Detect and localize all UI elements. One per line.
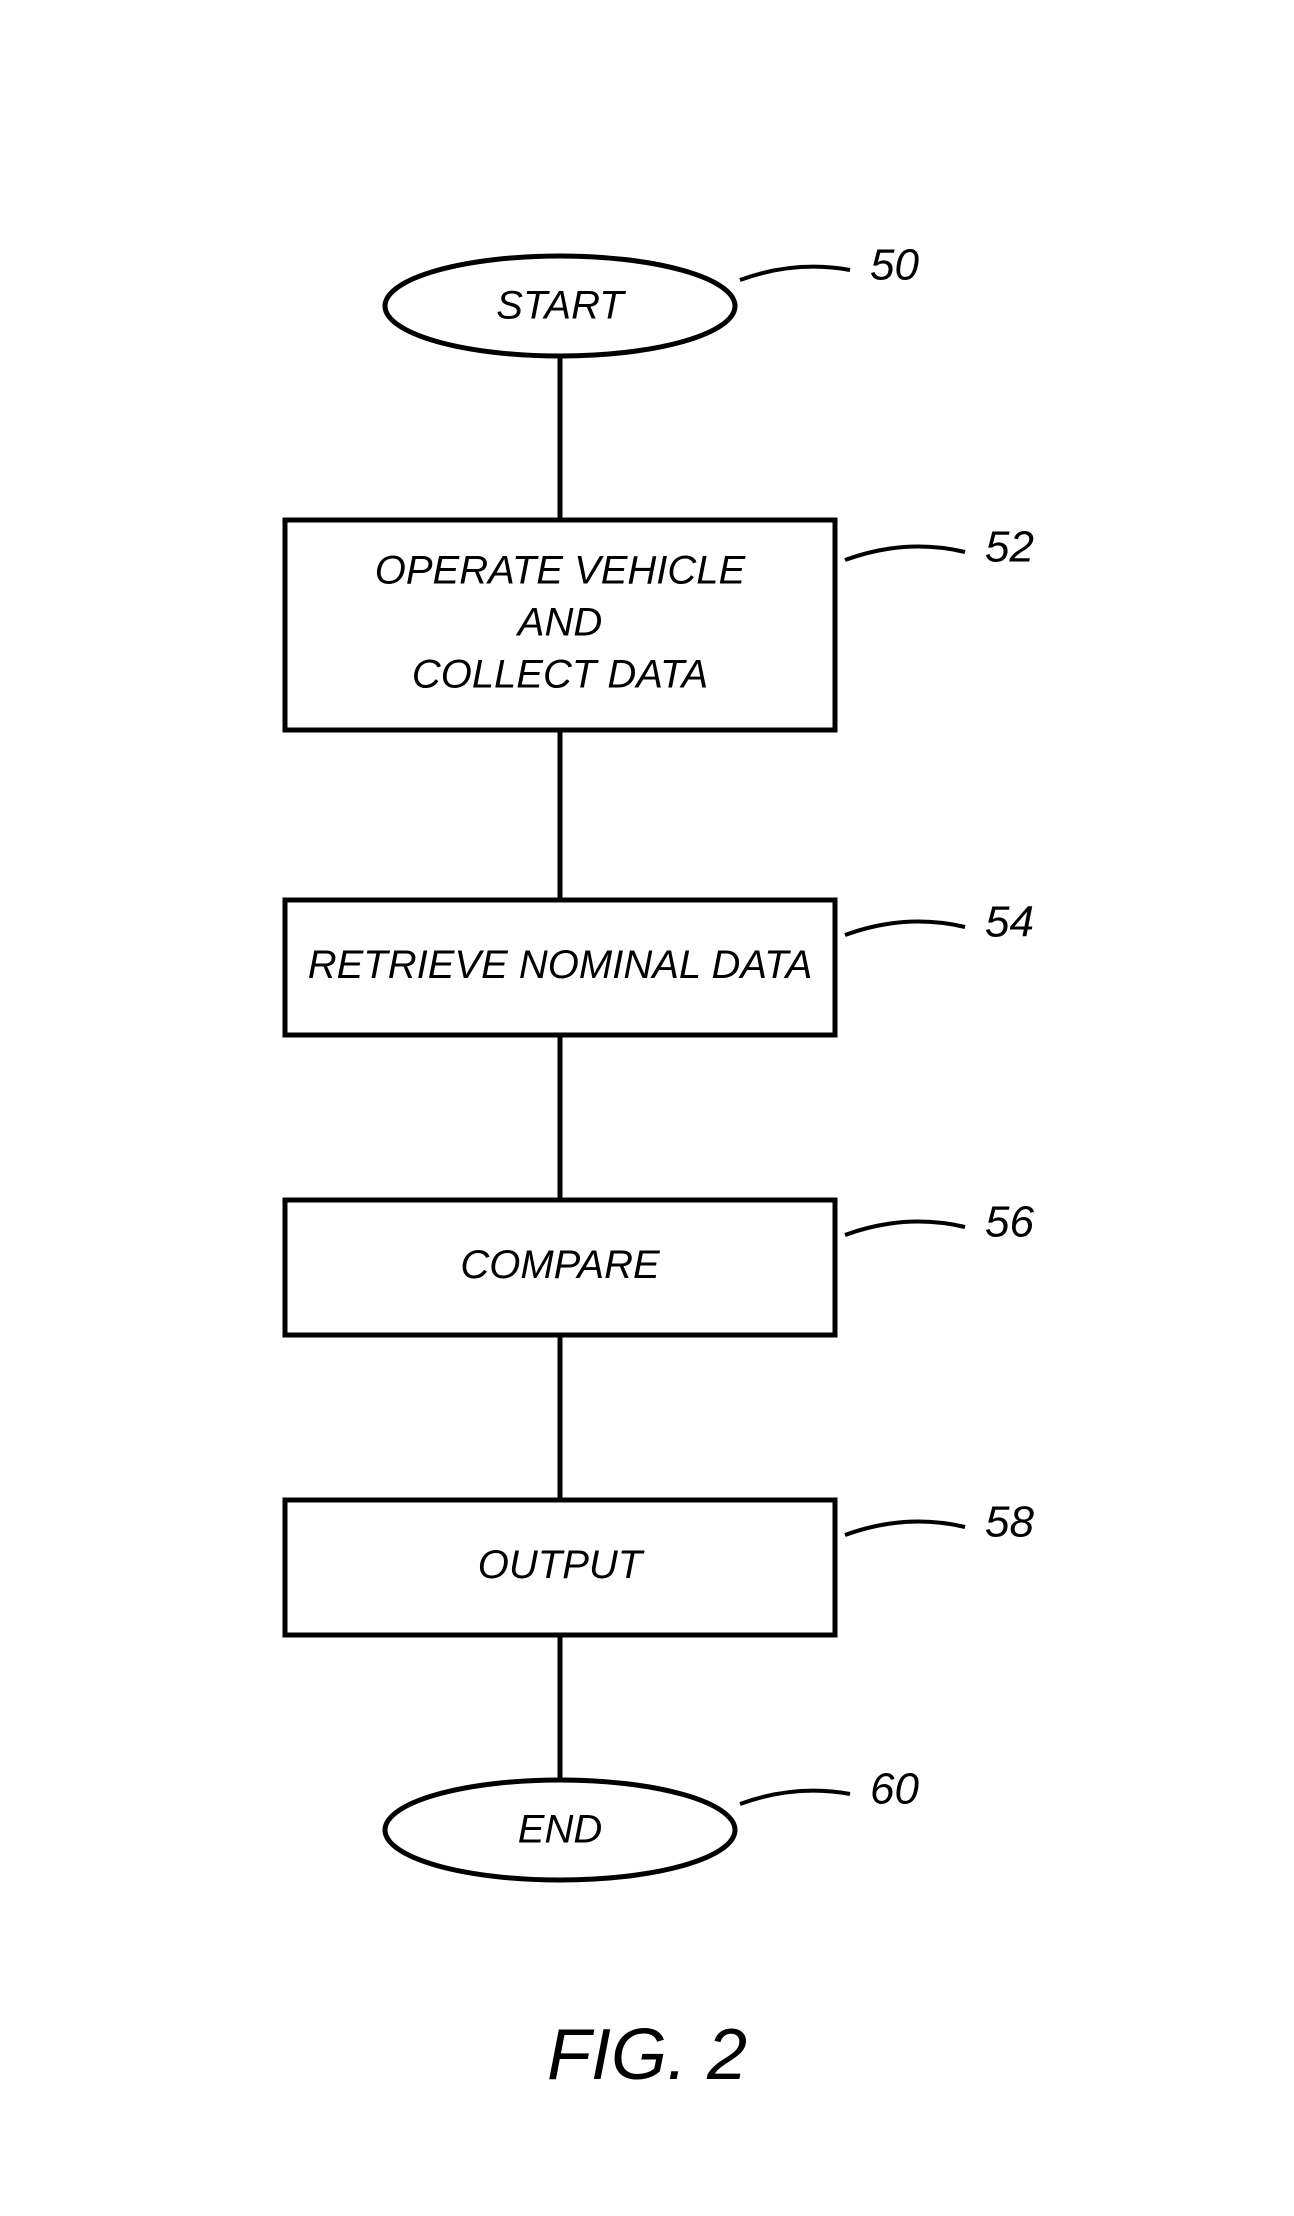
leader-compare bbox=[845, 1222, 965, 1235]
reference-number: 52 bbox=[985, 523, 1034, 572]
node-label: END bbox=[518, 1808, 602, 1852]
node-label: RETRIEVE NOMINAL DATA bbox=[308, 943, 813, 987]
node-label: COLLECT DATA bbox=[412, 653, 708, 697]
figure-label: FIG. 2 bbox=[547, 2015, 747, 2095]
node-operate: OPERATE VEHICLE AND COLLECT DATA 52 bbox=[285, 520, 1034, 730]
page: START 50 OPERATE VEHICLE AND COLLECT DATA 52 R… bbox=[0, 0, 1294, 2216]
leader-end bbox=[740, 1791, 850, 1804]
node-label: COMPARE bbox=[460, 1243, 661, 1287]
leader-retrieve bbox=[845, 922, 965, 935]
reference-number: 58 bbox=[985, 1498, 1034, 1547]
reference-number: 56 bbox=[985, 1198, 1034, 1247]
node-start: START 50 bbox=[385, 241, 919, 356]
node-label: AND bbox=[516, 601, 602, 645]
node-end: END 60 bbox=[385, 1765, 919, 1880]
node-output: OUTPUT 58 bbox=[285, 1498, 1034, 1635]
reference-number: 54 bbox=[985, 898, 1034, 947]
leader-output bbox=[845, 1522, 965, 1535]
node-label: OPERATE VEHICLE bbox=[375, 549, 747, 593]
node-label: OUTPUT bbox=[478, 1543, 645, 1587]
node-compare: COMPARE 56 bbox=[285, 1198, 1034, 1335]
node-label: START bbox=[496, 284, 626, 328]
flowchart-svg: START 50 OPERATE VEHICLE AND COLLECT DATA 52 R… bbox=[0, 0, 1294, 2216]
reference-number: 50 bbox=[870, 241, 919, 290]
node-retrieve: RETRIEVE NOMINAL DATA 54 bbox=[285, 898, 1034, 1035]
leader-start bbox=[740, 267, 850, 280]
reference-number: 60 bbox=[870, 1765, 919, 1814]
leader-operate bbox=[845, 547, 965, 560]
